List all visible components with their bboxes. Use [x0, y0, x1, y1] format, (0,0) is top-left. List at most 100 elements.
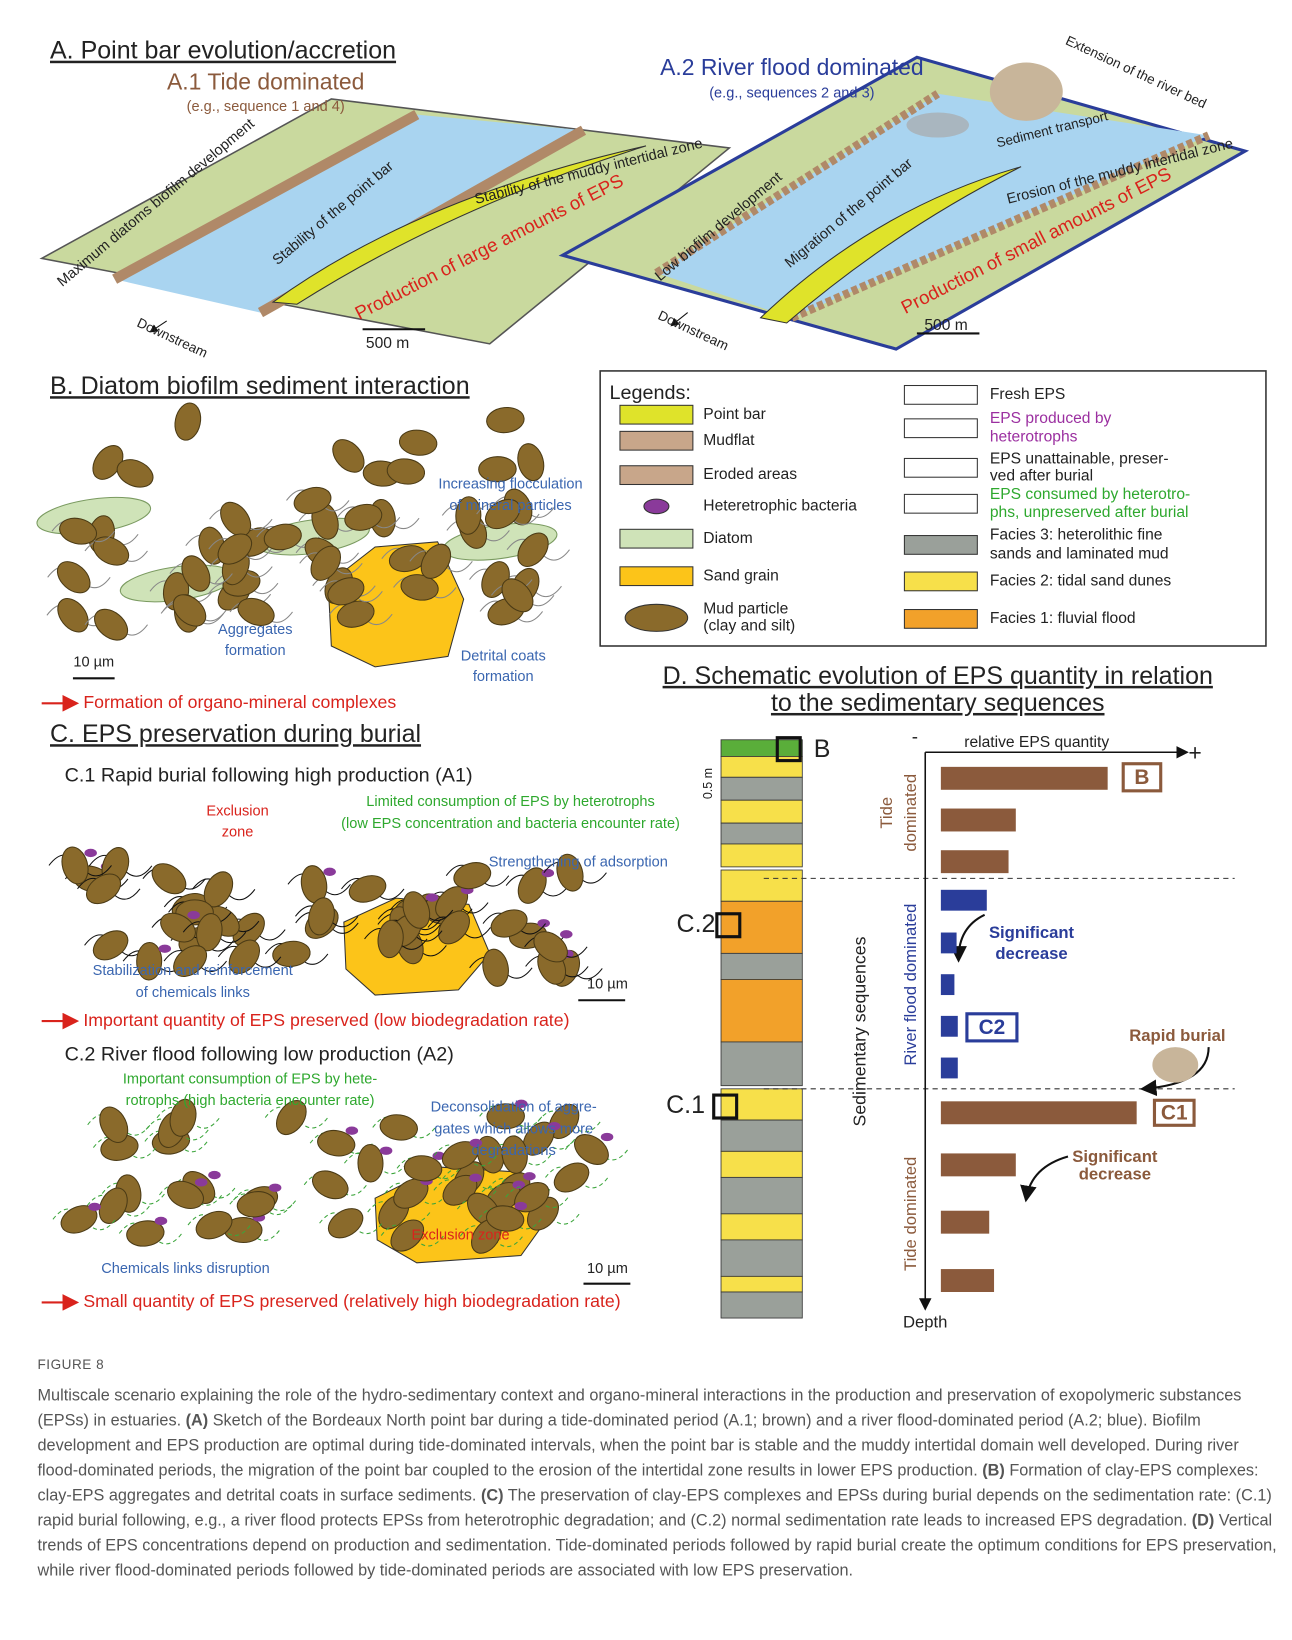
- sediment-layer: [721, 979, 802, 1042]
- bacteria: [523, 1172, 536, 1180]
- panel-title: B. Diatom biofilm sediment interaction: [50, 372, 470, 400]
- label: decrease: [1079, 1165, 1151, 1184]
- legend-label: heterotrophs: [990, 429, 1078, 446]
- mud-particle: [308, 1165, 353, 1204]
- bar: [941, 933, 957, 954]
- label: Stabilization and reinforcement: [93, 963, 293, 979]
- label: Detrital coats: [461, 648, 546, 664]
- series-label: dominated: [901, 774, 920, 852]
- bar: [941, 1153, 1016, 1176]
- sediment-layer: [721, 777, 802, 800]
- caption-bold: (D): [1192, 1512, 1215, 1530]
- legend-label: Sand grain: [703, 567, 779, 584]
- label: degradations: [472, 1143, 556, 1159]
- bar: [941, 850, 1009, 873]
- bar: [941, 1269, 994, 1292]
- legend-label: sands and laminated mud: [990, 545, 1169, 562]
- bacteria: [195, 1178, 208, 1186]
- legend-swatch: [904, 419, 977, 438]
- legend-label: (clay and silt): [703, 617, 795, 634]
- mud-particle: [485, 406, 525, 435]
- mud-particle: [378, 1112, 419, 1142]
- label: B: [814, 735, 831, 763]
- sediment-layer: [721, 823, 802, 844]
- label: C.1: [666, 1091, 705, 1119]
- legend-swatch: [904, 610, 977, 629]
- subtitle: (e.g., sequence 1 and 4): [187, 99, 345, 115]
- legend-swatch: [904, 458, 977, 477]
- mud-particle: [172, 401, 204, 443]
- sediment-layer: [721, 901, 802, 953]
- legend-swatch: [625, 604, 688, 631]
- sediment-layer: [721, 953, 802, 979]
- label: of mineral particles: [449, 498, 571, 514]
- legend-label: Mudflat: [703, 432, 755, 449]
- bacteria: [269, 1184, 282, 1192]
- legend-label: Eroded areas: [703, 466, 797, 483]
- series-label: Tide: [877, 797, 896, 829]
- label: Chemicals links disruption: [101, 1261, 270, 1277]
- bacteria: [601, 1133, 614, 1141]
- series-label: Tide dominated: [901, 1157, 920, 1271]
- label: formation: [473, 669, 534, 685]
- legend-swatch: [904, 536, 977, 555]
- legend-label: Mud particle: [703, 601, 788, 618]
- label: C2: [979, 1016, 1006, 1039]
- label: 10 µm: [587, 1261, 628, 1277]
- legend-swatch: [904, 494, 977, 513]
- label: Limited consumption of EPS by heterotrop…: [366, 794, 654, 810]
- legend-label: EPS unattainable, preser-: [990, 451, 1169, 468]
- label: Significant: [1072, 1147, 1158, 1166]
- label: Deconsolidation of aggre-: [431, 1099, 597, 1115]
- mud-particle: [549, 1157, 594, 1198]
- label: Important quantity of EPS preserved (low…: [83, 1010, 569, 1030]
- legend-title: Legends:: [610, 382, 691, 404]
- mud-particle: [88, 925, 133, 966]
- label: formation: [225, 643, 286, 659]
- bacteria: [469, 1174, 482, 1182]
- label: +: [1188, 739, 1201, 765]
- mud-particle: [89, 603, 134, 646]
- label: Small quantity of EPS preserved (relativ…: [83, 1291, 620, 1311]
- legend-label: Fresh EPS: [990, 386, 1065, 403]
- label: 500 m: [924, 317, 967, 334]
- sediment-layer: [721, 870, 802, 901]
- label: Aggregates: [218, 622, 293, 638]
- label: Exclusion zone: [412, 1228, 510, 1244]
- legend-swatch: [620, 529, 693, 548]
- legend-label: ved after burial: [990, 467, 1093, 484]
- legend-swatch: [644, 499, 669, 514]
- bar: [941, 809, 1016, 832]
- legend-label: phs, unpreserved after burial: [990, 504, 1189, 521]
- bacteria: [187, 911, 200, 919]
- subpanel-title: A.2 River flood dominated: [660, 54, 924, 80]
- bacteria: [208, 1171, 221, 1179]
- legend-label: Facies 2: tidal sand dunes: [990, 573, 1172, 590]
- legend-label: Facies 1: fluvial flood: [990, 610, 1136, 627]
- legend-label: EPS consumed by heterotro-: [990, 486, 1190, 503]
- mud-particle: [358, 1144, 384, 1182]
- bacteria: [84, 849, 97, 857]
- sediment-layer: [721, 1276, 802, 1292]
- label: Formation of organo-mineral complexes: [83, 692, 396, 712]
- label: zone: [222, 824, 254, 840]
- subpanel-title: A.1 Tide dominated: [167, 68, 364, 94]
- label: Exclusion: [206, 804, 268, 820]
- label: C.2: [677, 910, 716, 938]
- legend-label: Diatom: [703, 530, 752, 547]
- bar: [941, 1058, 958, 1079]
- label: Strengthening of adsorption: [489, 855, 668, 871]
- subtitle: (e.g., sequences 2 and 3): [709, 86, 874, 102]
- mud-particle: [146, 858, 191, 900]
- sediment-layer: [721, 1292, 802, 1318]
- series-label: River flood dominated: [901, 904, 920, 1066]
- legend-label: Point bar: [703, 406, 765, 423]
- figure: A. Point bar evolution/accretionA.1 Tide…: [0, 0, 1292, 1640]
- bar: [941, 767, 1108, 790]
- caption-bold: (C): [481, 1487, 504, 1505]
- mud-particle: [52, 593, 95, 638]
- bar: [941, 974, 955, 995]
- axis-title: Depth: [903, 1313, 947, 1332]
- axis-title: relative EPS quantity: [964, 734, 1109, 751]
- sediment-layer: [721, 1177, 802, 1213]
